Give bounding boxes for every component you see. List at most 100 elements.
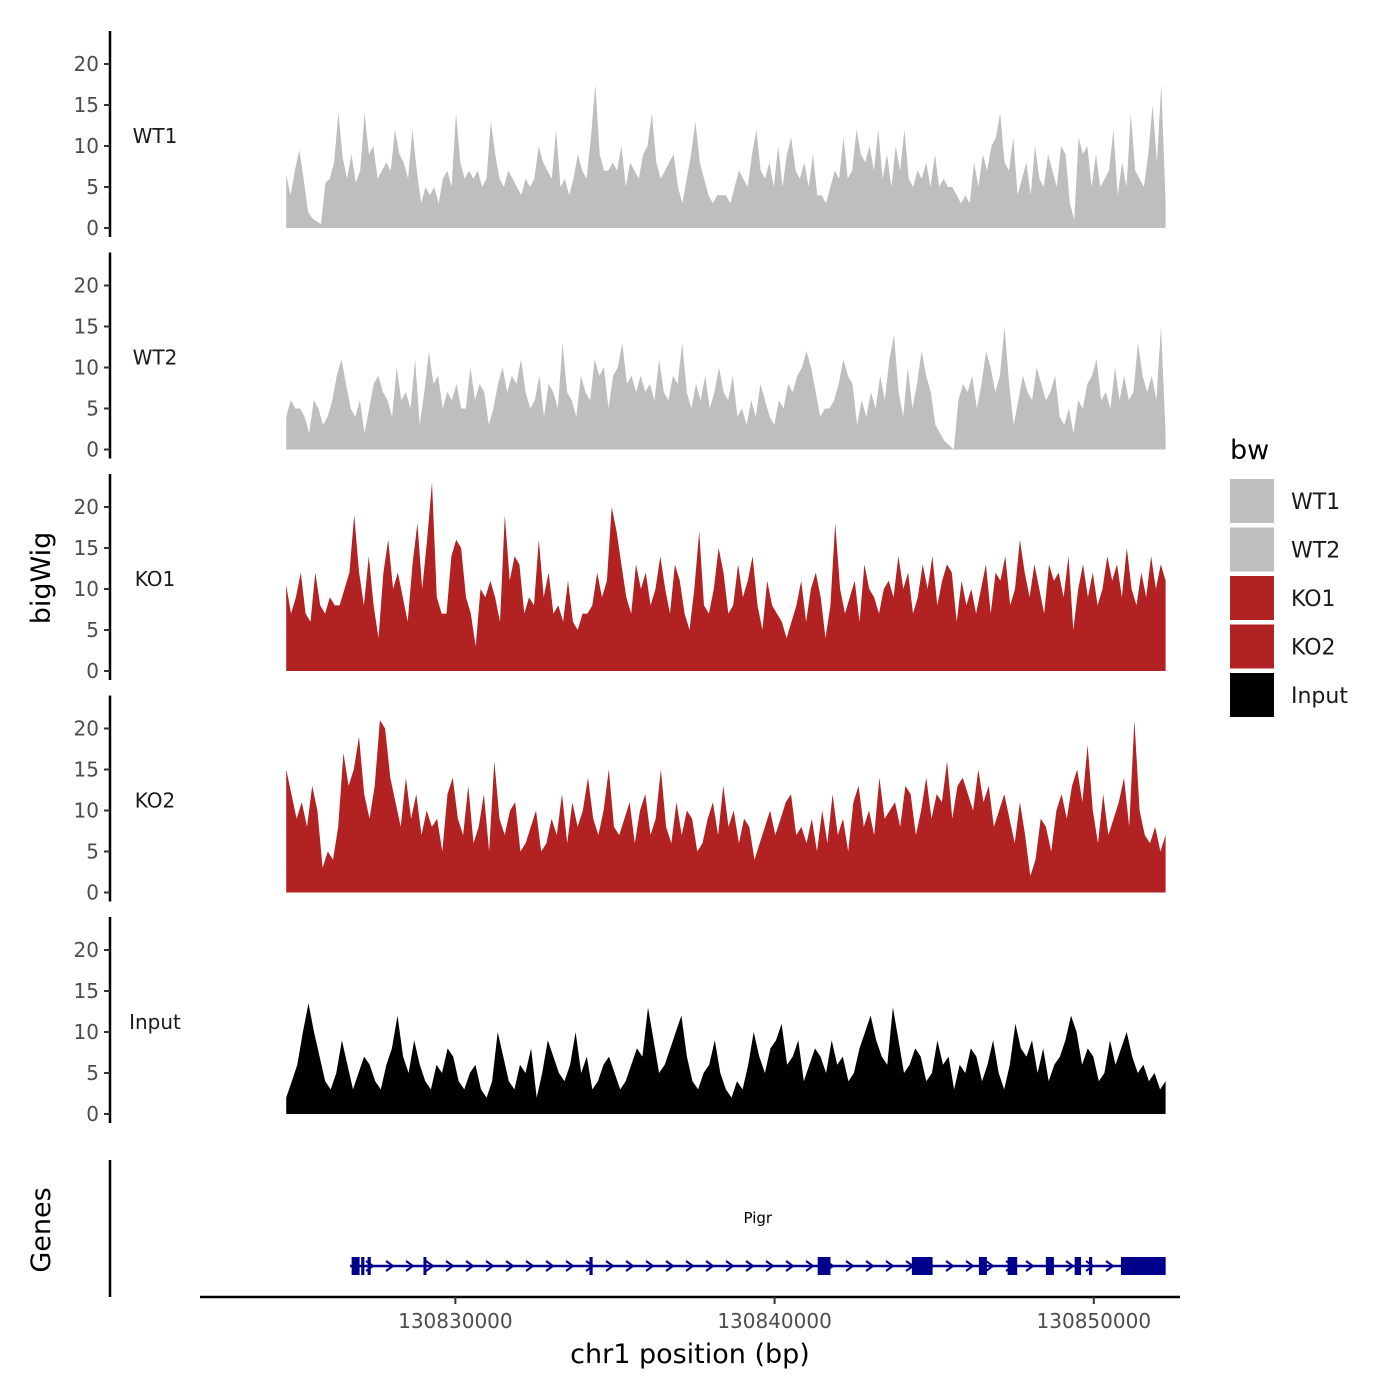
y-tick-label: 10 (74, 134, 99, 158)
track-label-ko2: KO2 (135, 789, 176, 813)
gene-exon (1089, 1257, 1093, 1275)
strand-arrow (405, 1260, 415, 1272)
y-tick-label: 10 (74, 577, 99, 601)
strand-arrow (745, 1260, 755, 1272)
track-wt2: 0 5 10 15 20 WT2 (74, 252, 1166, 462)
strand-arrow (705, 1260, 715, 1272)
strand-arrow (525, 1260, 535, 1272)
gene-exon (1007, 1257, 1018, 1275)
y-tick-label: 5 (86, 175, 99, 199)
x-axis-title: chr1 position (bp) (570, 1339, 810, 1370)
y-tick-label: 5 (86, 840, 99, 864)
legend: bw WT1 WT2 KO1 KO2 Input (1230, 435, 1348, 717)
strand-arrow (785, 1260, 795, 1272)
y-tick-label: 20 (74, 717, 99, 741)
strand-arrow (1085, 1260, 1095, 1272)
strand-arrow (1025, 1260, 1035, 1272)
strand-arrow (445, 1260, 455, 1272)
track-ko2: 0 5 10 15 20 KO2 (74, 695, 1166, 905)
y-tick-label: 15 (74, 93, 99, 117)
legend-label-wt1: WT1 (1291, 490, 1340, 515)
strand-arrow (665, 1260, 675, 1272)
y-tick-label: 0 (86, 881, 99, 905)
strand-arrow (645, 1260, 655, 1272)
strand-arrow (685, 1260, 695, 1272)
track-label-wt1: WT1 (133, 124, 178, 148)
x-tick-label: 130850000 (1037, 1309, 1152, 1333)
y-tick-label: 0 (86, 216, 99, 240)
track-ko1: 0 5 10 15 20 KO1 (74, 474, 1166, 683)
strand-arrow (565, 1260, 575, 1272)
y-tick-label: 20 (74, 495, 99, 519)
legend-label-ko1: KO1 (1291, 587, 1336, 612)
x-tick-label: 130830000 (398, 1309, 513, 1333)
strand-arrow (865, 1260, 875, 1272)
gene-exon (911, 1257, 933, 1275)
track-wt1: 0 5 10 15 20 WT1 (74, 31, 1166, 240)
strand-arrow (385, 1260, 395, 1272)
strand-arrow (845, 1260, 855, 1272)
gene-exon (589, 1257, 593, 1275)
gene-exon (1120, 1257, 1166, 1275)
y-tick-label: 0 (86, 659, 99, 683)
legend-key-wt1 (1230, 479, 1274, 523)
strand-arrow (425, 1260, 435, 1272)
strand-arrow (985, 1260, 995, 1272)
track-label-ko1: KO1 (135, 567, 176, 591)
gene-name-label: Pigr (744, 1209, 773, 1227)
legend-key-ko2 (1230, 624, 1274, 669)
y-tick-label: 5 (86, 618, 99, 642)
tracks-group: 0 5 10 15 20 WT1 0 5 10 15 20 WT2 0 5 10 15 20 KO1 0 5 10 15 2… (74, 31, 1166, 1126)
strand-arrow (765, 1260, 775, 1272)
legend-title: bw (1230, 435, 1269, 466)
y-tick-label: 5 (86, 397, 99, 421)
y-tick-label: 20 (74, 52, 99, 76)
strand-arrow (505, 1260, 515, 1272)
legend-label-input: Input (1291, 684, 1348, 709)
y-tick-label: 15 (74, 315, 99, 339)
strand-arrow (605, 1260, 615, 1272)
y-tick-label: 10 (74, 799, 99, 823)
y-tick-label: 15 (74, 979, 99, 1003)
signal-area-wt1 (286, 84, 1166, 228)
x-axis: 130830000 130840000 130850000 (200, 1295, 1180, 1333)
strand-arrow (965, 1260, 975, 1272)
legend-key-input (1230, 673, 1274, 717)
legend-label-wt2: WT2 (1291, 539, 1340, 564)
y-tick-label: 20 (74, 274, 99, 298)
strand-arrow (485, 1260, 495, 1272)
legend-label-ko2: KO2 (1291, 636, 1336, 661)
track-input: 0 5 10 15 20 Input (74, 917, 1166, 1126)
strand-arrow (545, 1260, 555, 1272)
gene-exon (1074, 1257, 1082, 1275)
gene-exon (351, 1257, 360, 1275)
strand-arrow (465, 1260, 475, 1272)
gene-track: Pigr (108, 1160, 1166, 1297)
y-tick-label: 15 (74, 758, 99, 782)
gene-exon (423, 1257, 427, 1275)
y-tick-label: 15 (74, 536, 99, 560)
strand-arrow (805, 1260, 815, 1272)
strand-arrow (585, 1260, 595, 1272)
y-axis-title: bigWig (26, 532, 57, 625)
gene-exon (367, 1257, 371, 1275)
y-tick-label: 20 (74, 938, 99, 962)
y-tick-label: 10 (74, 1020, 99, 1044)
legend-key-ko1 (1230, 576, 1274, 620)
strand-arrow (885, 1260, 895, 1272)
x-tick-label: 130840000 (717, 1309, 832, 1333)
genes-axis-title: Genes (26, 1187, 57, 1272)
legend-key-wt2 (1230, 527, 1274, 572)
gene-exon (361, 1257, 365, 1275)
y-tick-label: 10 (74, 356, 99, 380)
signal-area-ko1 (286, 482, 1166, 671)
signal-area-ko2 (286, 720, 1166, 893)
strand-arrow (1065, 1260, 1075, 1272)
strand-arrow (725, 1260, 735, 1272)
signal-area-input (286, 1003, 1166, 1114)
y-tick-label: 5 (86, 1061, 99, 1085)
gene-exon (817, 1257, 831, 1275)
track-label-wt2: WT2 (133, 346, 178, 370)
track-label-input: Input (129, 1010, 181, 1034)
